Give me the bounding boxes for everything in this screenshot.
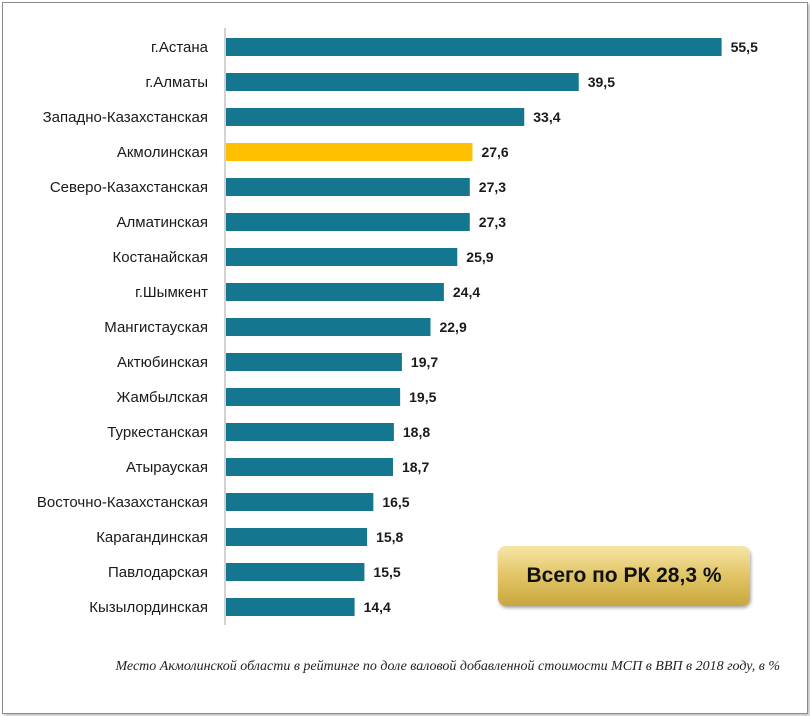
value-label: 16,5 [382,494,409,510]
category-label: Карагандинская [96,529,208,546]
bar [226,178,470,196]
category-label: г.Астана [151,39,209,56]
category-label: Павлодарская [108,564,208,581]
value-label: 14,4 [364,599,391,615]
bar [226,458,393,476]
category-label: Алматинская [117,214,208,231]
value-label: 22,9 [439,319,466,335]
value-label: 55,5 [731,39,758,55]
category-label: Атырауская [126,459,208,476]
bar [226,213,470,231]
category-label: г.Алматы [145,74,208,91]
category-label: Северо-Казахстанская [50,179,208,196]
value-label: 15,8 [376,529,403,545]
value-label: 18,7 [402,459,429,475]
bar [226,283,444,301]
category-label: Жамбылская [117,389,209,406]
bar [226,73,579,91]
total-badge: Всего по РК 28,3 % [498,546,750,606]
value-label: 19,7 [411,354,438,370]
bar [226,353,402,371]
category-label: г.Шымкент [135,284,208,301]
bar [226,598,355,616]
bar [226,493,374,511]
bar [226,388,401,406]
category-label: Акмолинская [117,144,208,161]
category-label: Туркестанская [107,424,208,441]
bar [226,143,473,161]
bar [226,563,365,581]
value-label: 24,4 [453,284,480,300]
value-label: 27,3 [479,179,506,195]
bar [226,38,722,56]
value-label: 25,9 [466,249,493,265]
value-label: 39,5 [588,74,615,90]
category-label: Западно-Казахстанская [43,109,208,126]
bar [226,248,458,266]
bar [226,423,394,441]
category-label: Кызылординская [89,599,208,616]
value-label: 19,5 [409,389,436,405]
category-label: Актюбинская [117,354,208,371]
category-label: Мангистауская [104,319,208,336]
category-label: Костанайская [113,249,209,266]
bar [226,528,368,546]
value-label: 27,3 [479,214,506,230]
chart-caption: Место Акмолинской области в рейтинге по … [115,659,780,674]
bar [226,108,525,126]
value-label: 15,5 [373,564,400,580]
value-label: 18,8 [403,424,430,440]
bar [226,318,431,336]
category-label: Восточно-Казахстанская [37,494,208,511]
value-label: 27,6 [481,144,508,160]
value-label: 33,4 [533,109,560,125]
